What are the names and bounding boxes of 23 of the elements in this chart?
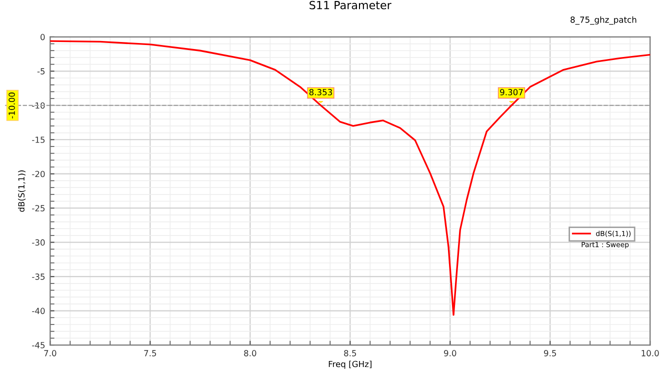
x-tick-label: 8.5: [344, 350, 356, 356]
x-tick-label: 8.0: [244, 350, 256, 356]
x-tick-label: 9.5: [544, 350, 556, 356]
x-tick-label: 7.0: [44, 350, 56, 356]
y-tick-label: 0: [40, 34, 45, 40]
y-tick-label: -45: [32, 342, 45, 348]
annotation: 9.307: [500, 89, 523, 96]
y-tick-label: -35: [32, 274, 45, 280]
y-tick-label: -30: [32, 239, 45, 246]
y-axis-title: dB(S(1,1)): [18, 170, 26, 212]
x-tick-label: 9.0: [444, 350, 456, 356]
x-tick-label: 10.0: [642, 350, 659, 356]
chart-title: S11 Parameter: [310, 0, 392, 10]
ref-line-label: -10.00: [8, 92, 15, 118]
y-tick-label: -20: [32, 170, 45, 178]
x-tick-label: 7.5: [144, 350, 156, 356]
annotation: 8.353: [309, 89, 332, 96]
y-tick-label: -5: [37, 68, 45, 74]
text: 8_75_ghz_patch: [570, 16, 636, 25]
y-tick-label: -40: [32, 308, 45, 314]
y-tick-label: -15: [32, 136, 45, 143]
y-tick-label: -25: [32, 205, 45, 212]
x-axis-title: Freq [GHz]: [328, 360, 372, 369]
